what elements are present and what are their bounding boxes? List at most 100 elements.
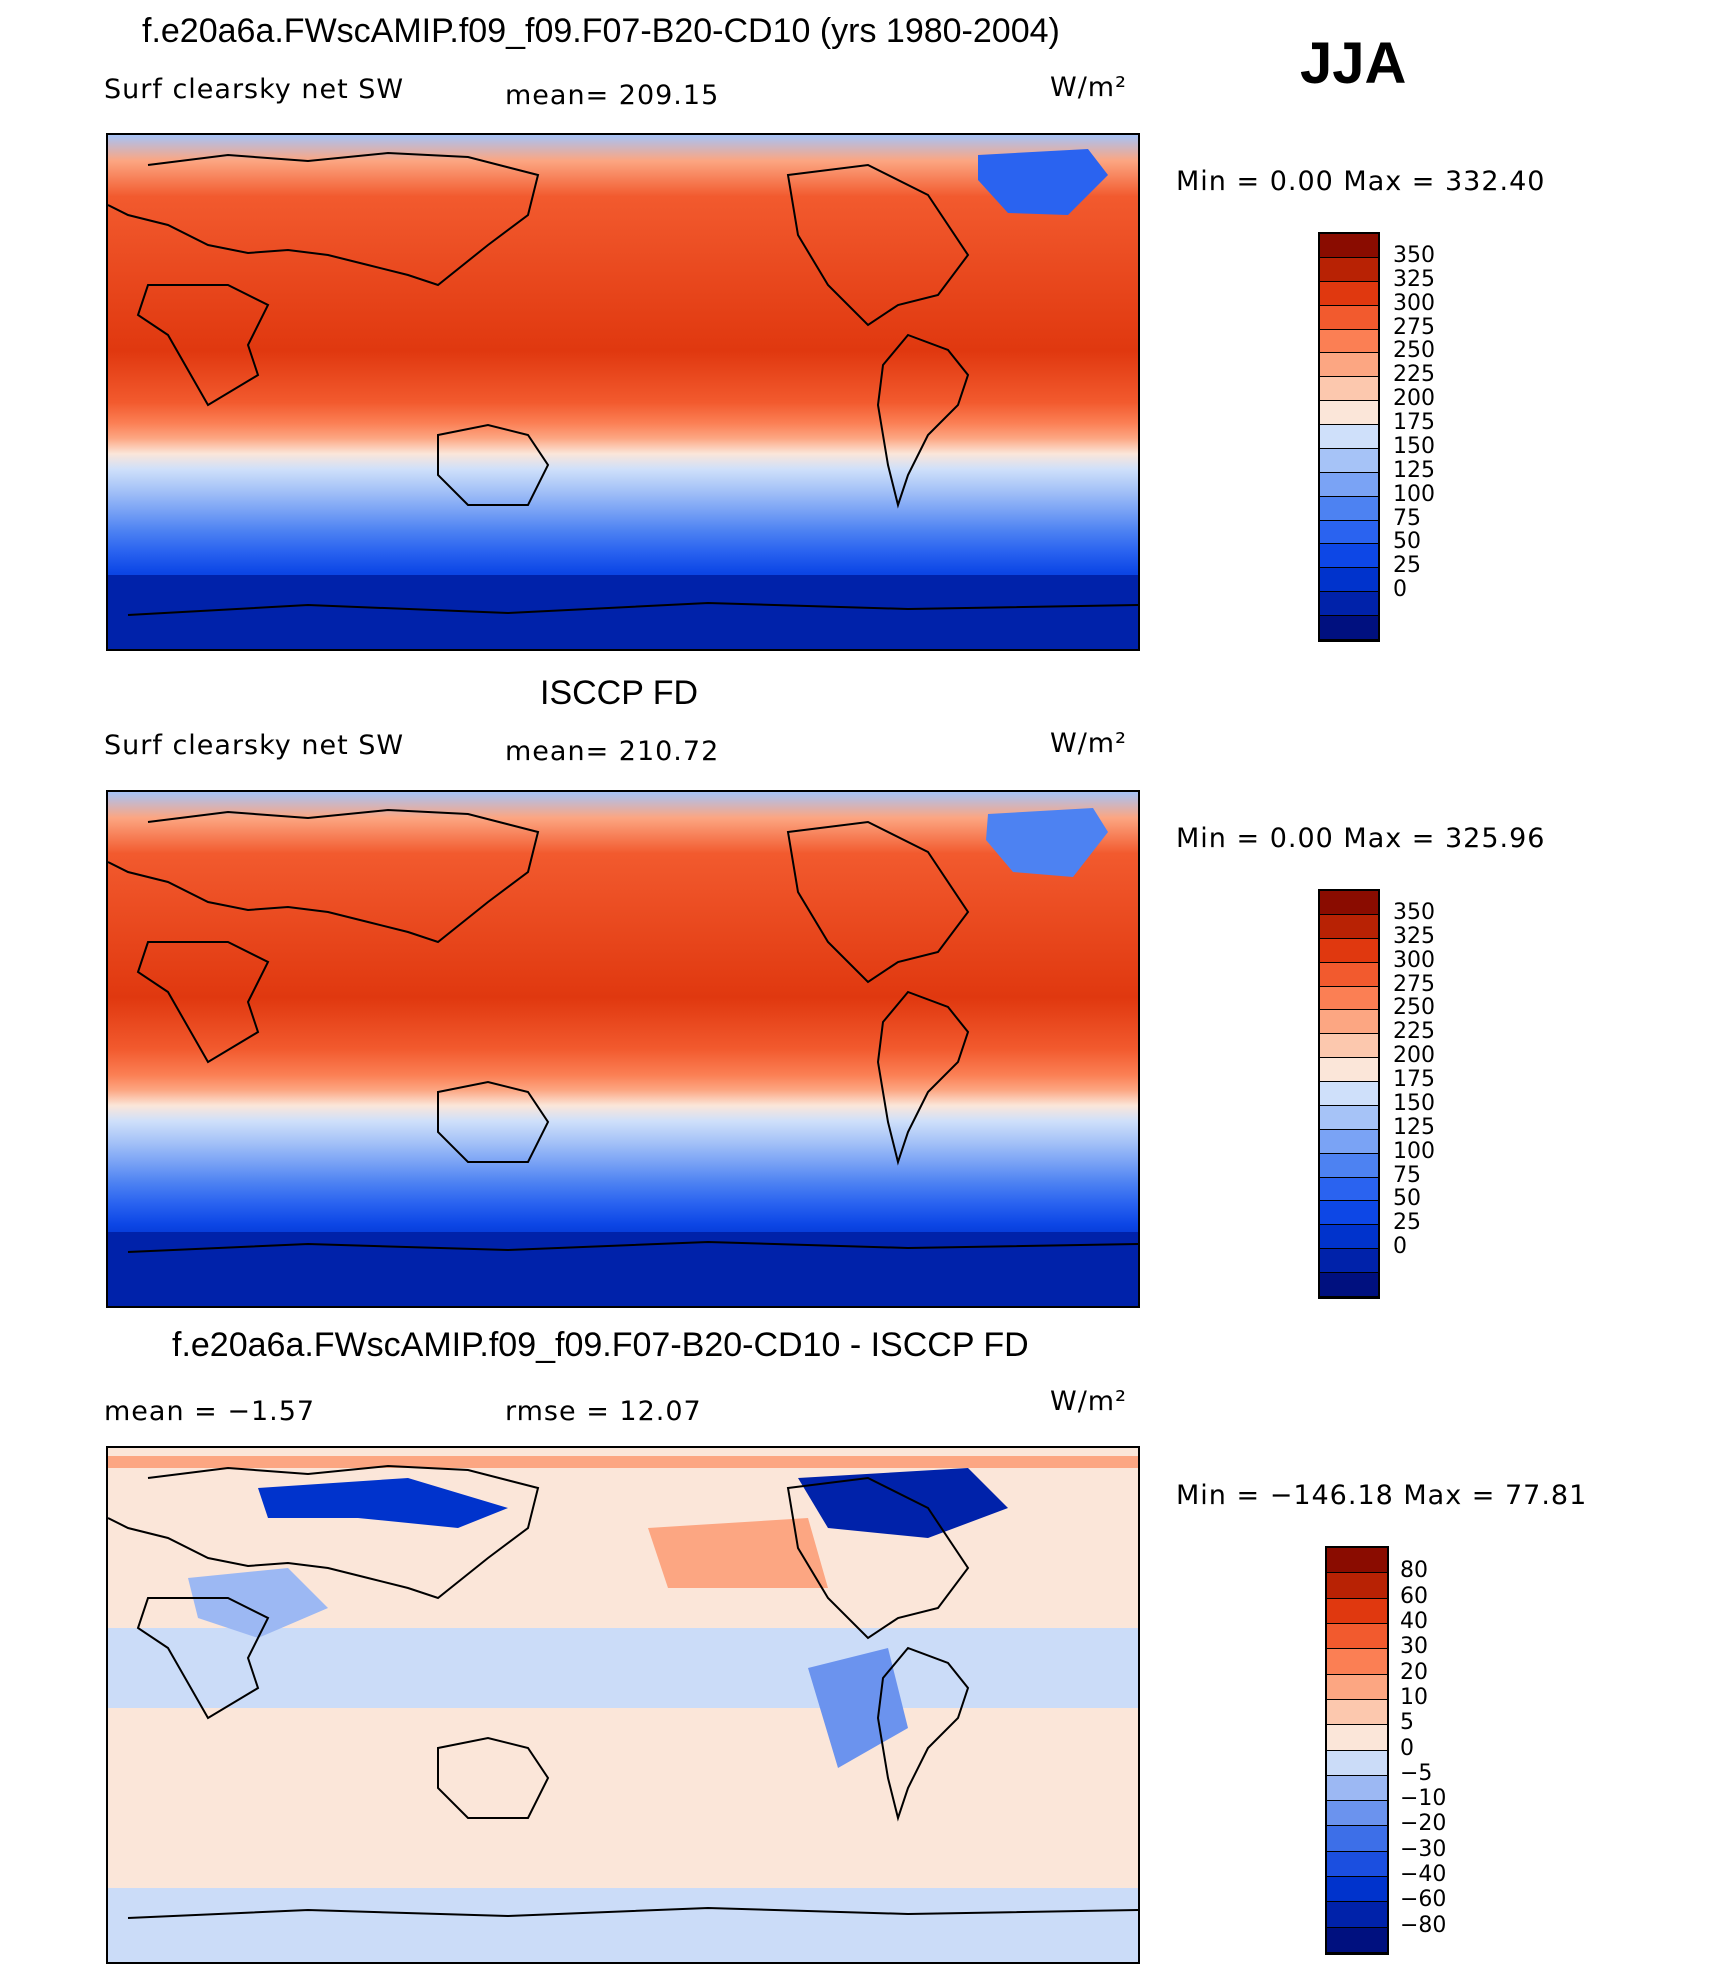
colorbar-tick-label: 325 [1393,923,1435,949]
panel3-africa-patch [188,1568,328,1638]
colorbar-tick-label: 20 [1400,1659,1428,1685]
colorbar-swatch [1320,616,1378,640]
colorbar-tick-label: 225 [1393,1019,1435,1045]
panel3-map-svg [108,1448,1138,1962]
panel1-units-label: W/m² [1050,72,1127,103]
colorbar-tick-label: −40 [1400,1862,1447,1888]
panel1-map [106,133,1140,651]
colorbar-swatch [1320,448,1378,473]
colorbar-tick-label: 30 [1400,1634,1428,1660]
panel2-mean-label: mean= 210.72 [505,736,720,767]
panel3-minmax: Min = −146.18 Max = 77.81 [1176,1480,1588,1511]
colorbar-swatch [1320,425,1378,449]
colorbar-tick-label: 80 [1400,1558,1428,1584]
colorbar-tick-label: −10 [1400,1786,1447,1812]
colorbar-swatch [1327,1649,1387,1675]
colorbar-swatch [1327,1902,1387,1928]
panel1-greenland-patch [978,149,1108,215]
colorbar-swatch [1320,329,1378,354]
panel1-variable-label: Surf clearsky net SW [104,74,405,105]
colorbar-tick-label: 175 [1393,1067,1435,1093]
colorbar-swatch [1320,1153,1378,1178]
colorbar-swatch [1320,1082,1378,1106]
colorbar-swatch [1320,401,1378,425]
colorbar-swatch [1320,1249,1378,1273]
colorbar-swatch [1320,1034,1378,1059]
colorbar-swatch [1327,1877,1387,1903]
panel2-antarctic-patch [108,1232,1138,1306]
panel2-units-label: W/m² [1050,728,1127,759]
season-label: JJA [1300,31,1407,96]
panel1-title: f.e20a6a.FWscAMIP.f09_f09.F07-B20-CD10 (… [142,12,1060,50]
colorbar-swatch [1320,914,1378,939]
colorbar-tick-label: 225 [1393,362,1435,388]
colorbar-swatch [1320,305,1378,330]
colorbar-tick-label: 100 [1393,481,1435,507]
colorbar-tick-label: 75 [1393,505,1421,531]
colorbar-swatch [1327,1548,1387,1574]
colorbar-tick-label: 150 [1393,433,1435,459]
colorbar-swatch [1320,353,1378,378]
colorbar-swatch [1320,891,1378,915]
panel2-greenland-patch [986,808,1108,877]
panel1-antarctic-patch [108,575,1138,649]
colorbar-swatch [1327,1851,1387,1878]
colorbar-tick-label: 125 [1393,457,1435,483]
colorbar-swatch [1320,1010,1378,1035]
colorbar-tick-label: −60 [1400,1887,1447,1913]
colorbar-tick-label: 175 [1393,410,1435,436]
colorbar-swatch [1320,257,1378,282]
panel3-colorbar [1325,1546,1389,1955]
colorbar-swatch [1320,986,1378,1011]
colorbar-swatch [1320,544,1378,569]
colorbar-swatch [1320,496,1378,521]
colorbar-swatch [1320,377,1378,402]
colorbar-tick-label: 100 [1393,1138,1435,1164]
colorbar-tick-label: 300 [1393,947,1435,973]
colorbar-swatch [1320,1273,1378,1297]
panel2-minmax: Min = 0.00 Max = 325.96 [1176,823,1546,854]
colorbar-tick-label: 250 [1393,338,1435,364]
panel2-coastlines [108,808,1138,1253]
panel3-coastlines [108,1464,1138,1919]
colorbar-swatch [1320,1225,1378,1250]
colorbar-swatch [1327,1775,1387,1802]
panel2-colorbar [1318,889,1380,1299]
colorbar-swatch [1320,1201,1378,1226]
colorbar-tick-label: 25 [1393,1210,1421,1236]
colorbar-swatch [1327,1573,1387,1599]
colorbar-tick-label: 200 [1393,386,1435,412]
panel3-pacific-patch [648,1518,828,1588]
panel3-map [106,1446,1140,1964]
panel1-field [108,135,1138,649]
colorbar-swatch [1327,1750,1387,1776]
colorbar-tick-label: 40 [1400,1608,1428,1634]
colorbar-tick-label: 250 [1393,995,1435,1021]
colorbar-tick-label: 50 [1393,529,1421,555]
colorbar-tick-label: −80 [1400,1912,1447,1938]
colorbar-swatch [1327,1699,1387,1726]
panel1-minmax: Min = 0.00 Max = 332.40 [1176,166,1546,197]
colorbar-tick-label: 200 [1393,1043,1435,1069]
panel1-map-svg [108,135,1138,649]
colorbar-tick-label: 50 [1393,1186,1421,1212]
colorbar-tick-label: −20 [1400,1811,1447,1837]
colorbar-tick-label: 10 [1400,1684,1428,1710]
colorbar-tick-label: 75 [1393,1162,1421,1188]
colorbar-swatch [1327,1598,1387,1624]
colorbar-tick-label: −30 [1400,1836,1447,1862]
panel3-title: f.e20a6a.FWscAMIP.f09_f09.F07-B20-CD10 -… [172,1326,1029,1364]
colorbar-swatch [1327,1826,1387,1852]
colorbar-tick-label: 150 [1393,1090,1435,1116]
panel2-field [108,792,1138,1306]
colorbar-swatch [1327,1623,1387,1650]
colorbar-tick-label: 300 [1393,290,1435,316]
colorbar-swatch [1320,281,1378,306]
colorbar-tick-label: 125 [1393,1114,1435,1140]
panel3-siberia-patch [258,1478,508,1528]
colorbar-tick-label: 0 [1400,1735,1414,1761]
colorbar-tick-label: 25 [1393,553,1421,579]
colorbar-tick-label: 275 [1393,971,1435,997]
colorbar-swatch [1320,234,1378,258]
colorbar-tick-label: 5 [1400,1710,1414,1736]
